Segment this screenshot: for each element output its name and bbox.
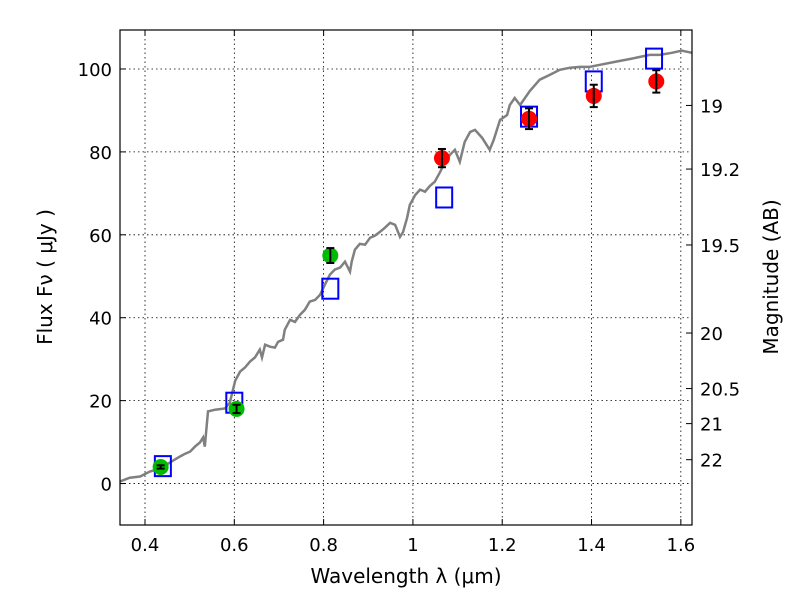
y-tick-label: 60 (89, 226, 112, 247)
right-tick-label: 20 (700, 324, 723, 345)
plot-area (119, 47, 693, 483)
model-photometry-square (645, 47, 664, 70)
x-tick-label: 1.2 (488, 535, 517, 556)
y-tick-label: 80 (89, 143, 112, 164)
spectrum-line (119, 49, 693, 483)
x-tick-label: 0.8 (309, 535, 338, 556)
x-axis-label: Wavelength λ (μm) (310, 564, 501, 588)
right-tick-label: 19 (700, 96, 723, 117)
x-tick-label: 0.6 (220, 535, 249, 556)
right-tick-label: 19.5 (700, 236, 740, 257)
y-tick-label: 20 (89, 392, 112, 413)
x-tick-label: 1 (407, 535, 418, 556)
grid (120, 30, 692, 525)
x-tick-label: 1.6 (667, 535, 696, 556)
y-tick-label: 100 (78, 60, 112, 81)
axes-frame (119, 29, 693, 526)
y-tick-label: 0 (101, 475, 112, 496)
model-photometry-square (321, 277, 340, 300)
right-tick-label: 21 (700, 415, 723, 436)
right-tick-label: 22 (700, 451, 723, 472)
y-axis-right-label: Magnitude (AB) (759, 199, 783, 354)
right-tick-label: 19.2 (700, 160, 740, 181)
x-tick-label: 0.4 (131, 535, 160, 556)
ticks: 0.4 0.6 0.8 1 1.2 1.4 1.6 0 20 40 60 80 100 19 19.2 19.… (78, 30, 740, 556)
x-tick-label: 1.4 (577, 535, 606, 556)
y-axis-label: Flux Fν ( μJy ) (33, 209, 57, 345)
model-photometry-square (435, 186, 454, 209)
y-tick-label: 40 (89, 309, 112, 330)
right-tick-label: 20.5 (700, 380, 740, 401)
